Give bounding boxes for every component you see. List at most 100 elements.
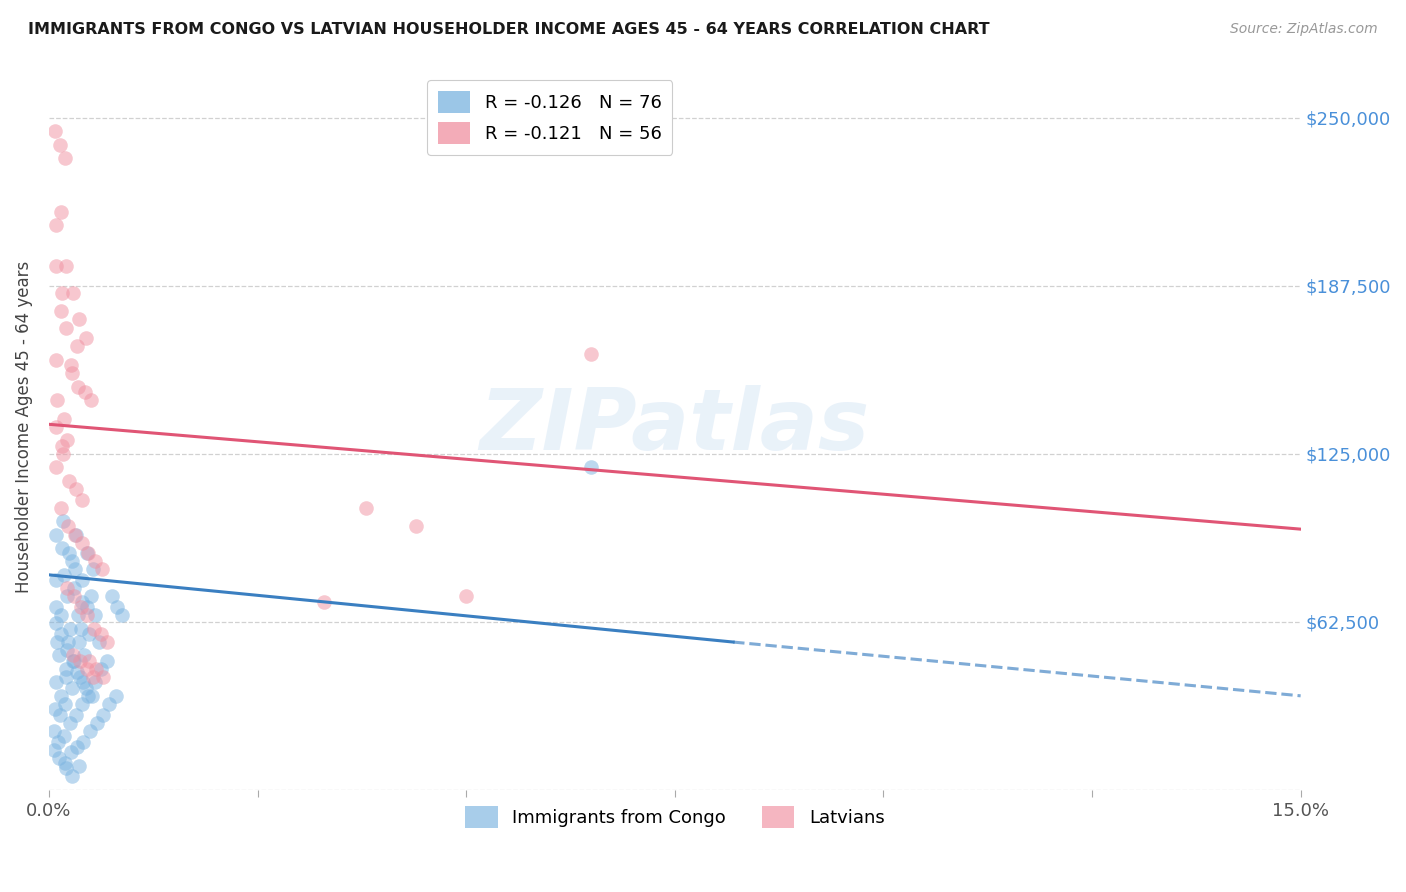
Point xyxy=(80,590,103,604)
Text: Source: ZipAtlas.com: Source: ZipAtlas.com xyxy=(1230,22,1378,37)
Point xyxy=(67,608,90,623)
Point xyxy=(58,474,80,488)
Point xyxy=(60,681,83,695)
Point xyxy=(72,595,94,609)
Point xyxy=(86,715,108,730)
Point xyxy=(45,259,67,273)
Point xyxy=(354,500,377,515)
Point xyxy=(69,670,91,684)
Point xyxy=(49,304,72,318)
Point xyxy=(45,219,67,233)
Point xyxy=(45,527,67,541)
Point xyxy=(96,635,118,649)
Point xyxy=(62,285,84,300)
Point xyxy=(51,285,73,300)
Point xyxy=(48,750,70,764)
Point xyxy=(67,758,90,772)
Point xyxy=(91,707,114,722)
Point xyxy=(69,654,91,668)
Point xyxy=(56,643,79,657)
Point xyxy=(45,352,67,367)
Point xyxy=(44,702,66,716)
Point xyxy=(111,608,134,623)
Point xyxy=(72,697,94,711)
Point xyxy=(55,670,77,684)
Point xyxy=(62,648,84,663)
Point xyxy=(45,600,67,615)
Point xyxy=(56,635,79,649)
Point xyxy=(87,635,110,649)
Point xyxy=(56,590,79,604)
Point xyxy=(76,600,98,615)
Point xyxy=(91,670,114,684)
Point xyxy=(63,582,86,596)
Point xyxy=(51,205,73,219)
Point xyxy=(581,460,603,475)
Point xyxy=(105,600,128,615)
Point xyxy=(44,124,66,138)
Point xyxy=(314,595,336,609)
Point xyxy=(70,573,93,587)
Point xyxy=(51,439,73,453)
Point xyxy=(46,635,69,649)
Point xyxy=(45,616,67,631)
Point xyxy=(53,729,76,743)
Point xyxy=(69,622,91,636)
Point xyxy=(59,745,82,759)
Point xyxy=(67,379,90,393)
Point xyxy=(55,662,77,676)
Point xyxy=(60,554,83,568)
Point xyxy=(42,723,65,738)
Point xyxy=(65,527,87,541)
Point xyxy=(77,546,100,560)
Legend: Immigrants from Congo, Latvians: Immigrants from Congo, Latvians xyxy=(458,799,891,835)
Point xyxy=(59,715,82,730)
Point xyxy=(63,654,86,668)
Point xyxy=(53,412,76,426)
Point xyxy=(100,590,122,604)
Point xyxy=(49,137,72,152)
Point xyxy=(456,590,478,604)
Point xyxy=(65,665,87,679)
Point xyxy=(52,447,75,461)
Point xyxy=(49,689,72,703)
Point xyxy=(56,434,79,448)
Point xyxy=(69,600,91,615)
Point xyxy=(83,608,105,623)
Point xyxy=(82,670,104,684)
Point xyxy=(45,675,67,690)
Point xyxy=(58,546,80,560)
Point xyxy=(72,734,94,748)
Point xyxy=(83,622,105,636)
Point xyxy=(65,707,87,722)
Point xyxy=(80,393,103,408)
Text: IMMIGRANTS FROM CONGO VS LATVIAN HOUSEHOLDER INCOME AGES 45 - 64 YEARS CORRELATI: IMMIGRANTS FROM CONGO VS LATVIAN HOUSEHO… xyxy=(28,22,990,37)
Point xyxy=(56,582,79,596)
Point xyxy=(45,460,67,475)
Point xyxy=(104,689,127,703)
Point xyxy=(76,662,98,676)
Point xyxy=(60,366,83,380)
Point xyxy=(63,562,86,576)
Y-axis label: Householder Income Ages 45 - 64 years: Householder Income Ages 45 - 64 years xyxy=(15,260,32,593)
Point xyxy=(45,573,67,587)
Point xyxy=(72,492,94,507)
Point xyxy=(49,707,72,722)
Point xyxy=(77,627,100,641)
Point xyxy=(55,259,77,273)
Point xyxy=(76,546,98,560)
Point xyxy=(53,756,76,770)
Point xyxy=(60,769,83,783)
Point xyxy=(42,742,65,756)
Point xyxy=(82,562,104,576)
Point xyxy=(56,519,79,533)
Point xyxy=(65,482,87,496)
Point xyxy=(84,662,107,676)
Point xyxy=(90,562,112,576)
Point xyxy=(45,420,67,434)
Point xyxy=(82,689,104,703)
Point xyxy=(46,734,69,748)
Point xyxy=(63,590,86,604)
Point xyxy=(83,675,105,690)
Point xyxy=(96,654,118,668)
